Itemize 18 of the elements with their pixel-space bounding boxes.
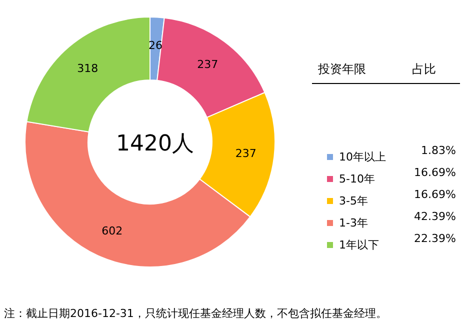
text: 42.39% xyxy=(414,210,456,223)
data-label: 237 xyxy=(235,146,256,160)
text: 占比 xyxy=(412,62,436,76)
legend-label: 1年以下 xyxy=(339,238,379,252)
text: 16.69% xyxy=(414,188,456,201)
data-label: 318 xyxy=(77,62,98,75)
legend-label: 1-3年 xyxy=(339,216,368,230)
legend-label: 10年以上 xyxy=(339,150,386,164)
data-label: 237 xyxy=(197,58,218,72)
legend-label: 5-10年 xyxy=(339,172,375,186)
text: 1.83% xyxy=(421,144,456,157)
legend-label: 3-5年 xyxy=(339,194,368,208)
data-label: 602 xyxy=(102,224,123,238)
text: 22.39% xyxy=(414,232,456,245)
legend-title: 投资年限 xyxy=(317,62,366,76)
text: 16.69% xyxy=(414,166,456,179)
text: 1420人 xyxy=(116,132,194,156)
text: 注：截止日期2016-12-31，只统计现任基金经理人数，不包含拟任基金经理。 xyxy=(4,307,387,320)
